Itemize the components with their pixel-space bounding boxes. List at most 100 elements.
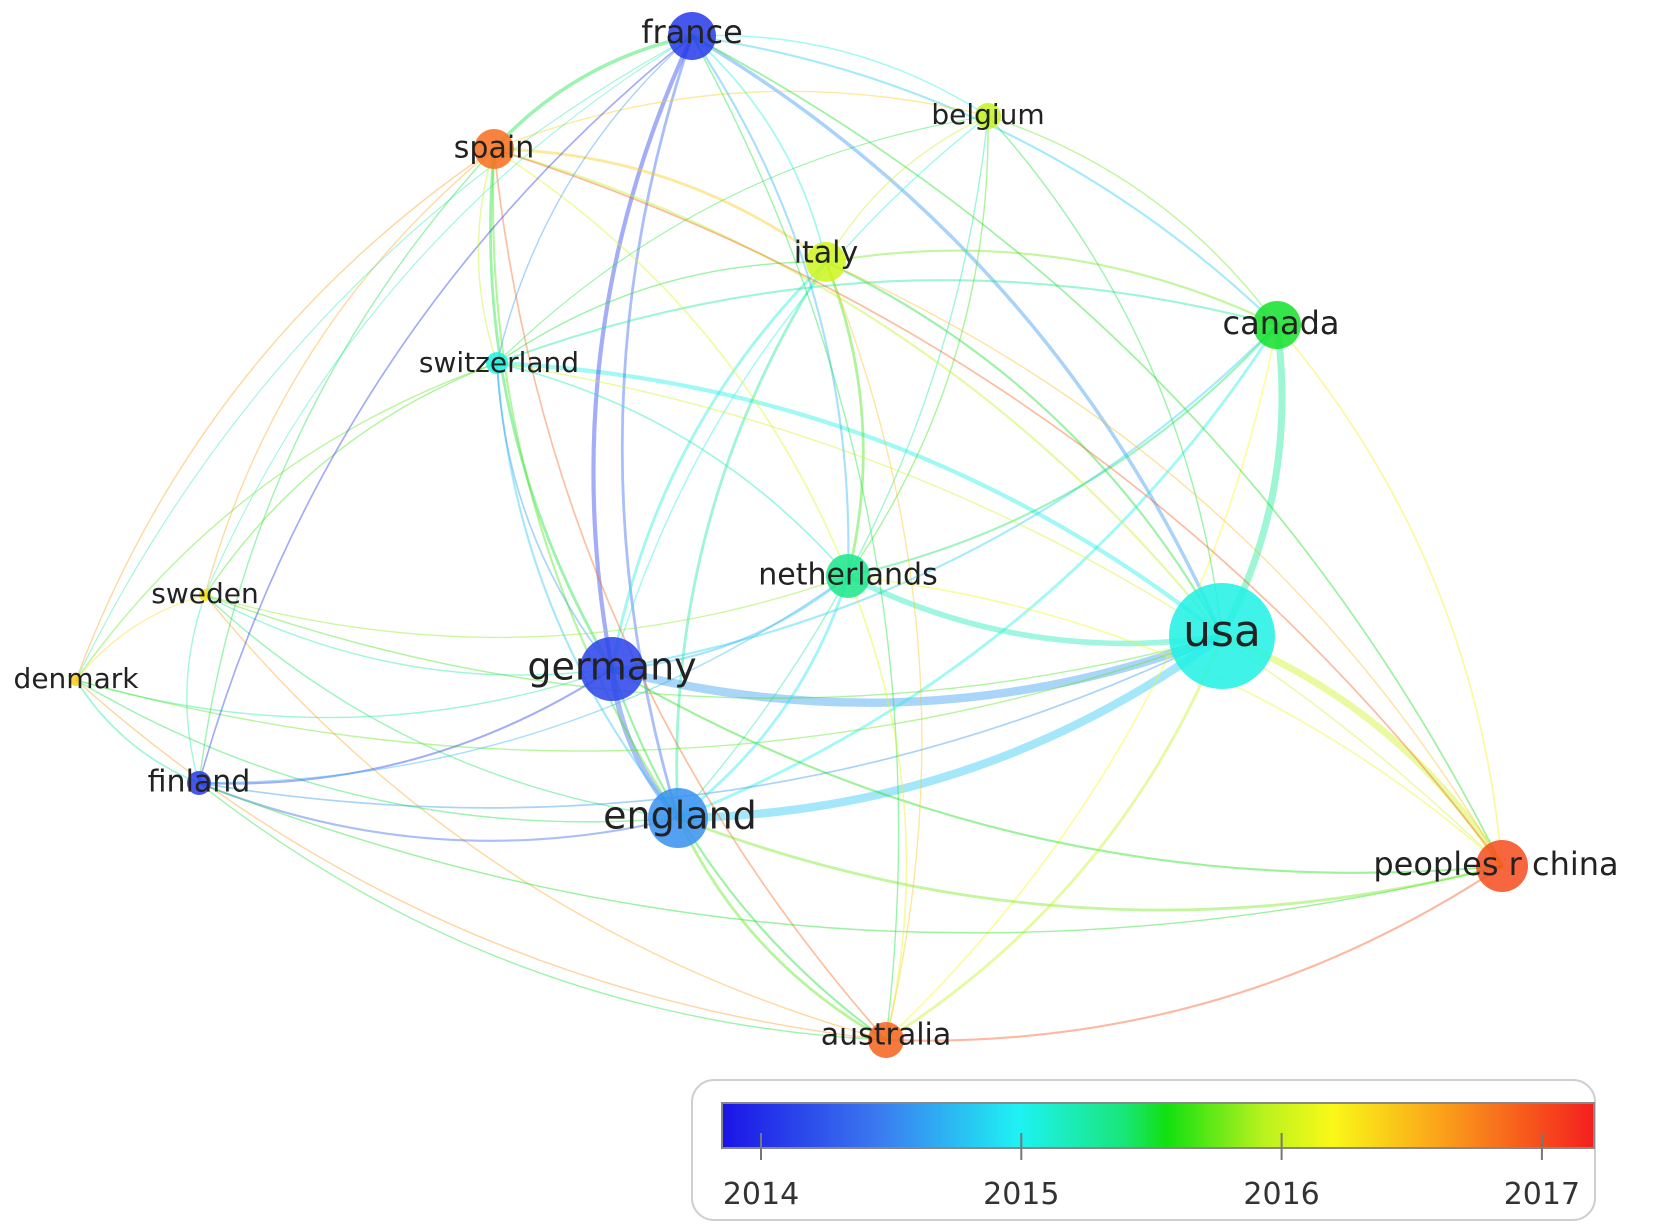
link-canada-switzerland <box>495 279 1279 365</box>
link-switzerland-denmark <box>75 362 498 681</box>
link-france-usa <box>690 34 1224 638</box>
link-spain-netherlands <box>493 148 849 577</box>
node-switzerland[interactable] <box>486 352 508 374</box>
link-italy-peoples-r-china <box>825 261 1503 867</box>
link-denmark-usa <box>75 635 1223 752</box>
node-label-belgium: belgium <box>931 98 1044 131</box>
link-belgium-spain <box>493 90 989 150</box>
link-sweden-usa <box>204 594 1223 699</box>
node-belgium[interactable] <box>975 103 1001 129</box>
node-canada[interactable] <box>1253 301 1301 349</box>
link-spain-england <box>491 147 680 820</box>
link-france-netherlands <box>690 34 850 578</box>
link-switzerland-peoples-r-china <box>496 362 1503 867</box>
node-germany[interactable] <box>580 637 644 701</box>
link-germany-peoples-r-china <box>610 667 1504 874</box>
link-switzerland-france <box>496 35 693 364</box>
link-switzerland-sweden <box>204 362 498 596</box>
link-canada-belgium <box>987 115 1278 326</box>
link-belgium-usa <box>987 115 1223 637</box>
link-spain-germany <box>489 147 614 671</box>
link-denmark-france <box>75 35 693 681</box>
node-spain[interactable] <box>474 129 514 169</box>
node-label-italy: italy <box>794 236 859 271</box>
link-spain-australia <box>493 148 887 1041</box>
node-peoples-r-china[interactable] <box>1476 840 1528 892</box>
node-usa[interactable] <box>1169 583 1275 689</box>
node-finland[interactable] <box>187 771 211 795</box>
node-denmark[interactable] <box>70 674 82 686</box>
legend-tick-label-2014: 2014 <box>723 1177 799 1212</box>
node-label-sweden: sweden <box>151 577 258 610</box>
link-sweden-finland <box>186 594 206 784</box>
link-denmark-england <box>75 679 679 823</box>
link-france-england <box>620 34 694 820</box>
link-netherlands-australia <box>847 575 908 1041</box>
link-italy-germany <box>610 260 828 671</box>
link-england-peoples-r-china <box>676 816 1504 912</box>
legend-frame <box>691 1079 1596 1221</box>
link-germany-netherlands <box>610 574 850 671</box>
link-sweden-australia <box>204 594 887 1041</box>
link-finland-germany <box>197 667 614 785</box>
link-england-netherlands <box>676 574 850 820</box>
node-netherlands[interactable] <box>826 554 870 598</box>
node-france[interactable] <box>668 12 716 60</box>
node-label-switzerland: switzerland <box>419 346 579 379</box>
node-sweden[interactable] <box>199 589 211 601</box>
legend-tick-label-2017: 2017 <box>1504 1177 1580 1212</box>
node-label-peoples-r-china: peoples r china <box>1373 845 1618 883</box>
node-label-usa: usa <box>1183 606 1261 657</box>
link-canada-peoples-r-china <box>1276 324 1503 867</box>
color-legend: 2014 2015 2016 2017 <box>691 1079 1596 1221</box>
legend-color-bar <box>721 1102 1595 1149</box>
link-finland-france <box>198 35 693 784</box>
link-france-peoples-r-china <box>691 35 1503 867</box>
link-italy-switzerland <box>496 261 827 364</box>
link-belgium-france <box>691 34 989 117</box>
node-label-australia: australia <box>821 1018 952 1053</box>
link-finland-australia <box>198 782 887 1041</box>
link-belgium-netherlands <box>847 115 989 577</box>
link-spain-peoples-r-china <box>493 148 1503 867</box>
link-peoples-r-china-usa <box>1218 632 1506 870</box>
node-label-finland: finland <box>148 765 251 800</box>
link-canada-italy <box>824 249 1279 327</box>
link-spain-switzerland <box>477 148 498 364</box>
link-italy-australia <box>825 261 923 1041</box>
legend-tick-label-2016: 2016 <box>1243 1177 1319 1212</box>
link-canada-england <box>676 323 1279 820</box>
link-denmark-australia <box>75 679 887 1041</box>
link-peoples-r-china-australia <box>884 864 1504 1042</box>
link-sweden-netherlands <box>204 575 849 639</box>
link-italy-usa <box>824 260 1224 638</box>
link-spain-usa <box>492 147 1224 638</box>
node-england[interactable] <box>648 788 708 848</box>
node-label-denmark: denmark <box>14 662 140 695</box>
link-france-italy <box>691 35 827 263</box>
link-layer <box>75 33 1506 1042</box>
link-switzerland-netherlands <box>496 362 849 577</box>
link-italy-netherlands <box>824 260 865 578</box>
node-label-england: england <box>603 794 757 838</box>
link-switzerland-england <box>495 361 680 820</box>
link-canada-netherlands <box>846 323 1279 578</box>
link-finland-usa <box>198 635 1223 809</box>
link-spain-sweden <box>204 148 495 596</box>
label-layer: france belgium spain italy canada switzerland… <box>14 13 1619 1053</box>
node-label-spain: spain <box>454 131 534 166</box>
node-australia[interactable] <box>868 1022 904 1058</box>
node-label-netherlands: netherlands <box>758 558 937 593</box>
node-italy[interactable] <box>806 242 846 282</box>
link-sweden-france <box>204 35 693 596</box>
link-italy-england <box>675 260 828 820</box>
link-usa-australia <box>884 634 1224 1042</box>
link-germany-usa <box>607 631 1227 707</box>
link-switzerland-germany <box>496 362 613 670</box>
link-switzerland-usa <box>494 360 1225 639</box>
link-england-usa <box>673 631 1227 823</box>
link-canada-australia <box>885 324 1278 1041</box>
link-belgium-italy <box>825 115 989 263</box>
link-finland-netherlands <box>198 575 849 784</box>
